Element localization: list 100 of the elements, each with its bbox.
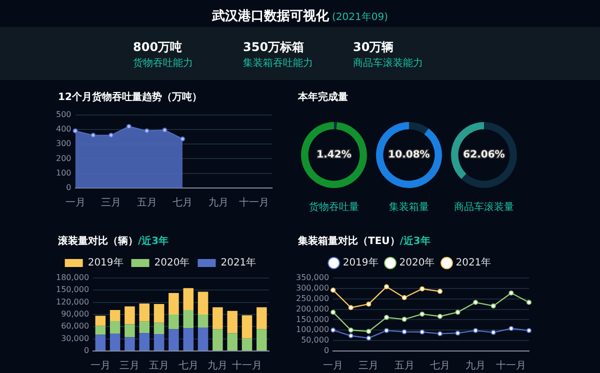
point xyxy=(490,303,496,308)
bar xyxy=(198,314,208,328)
bar xyxy=(168,314,179,330)
point xyxy=(508,290,514,296)
point xyxy=(162,128,168,133)
chart-title: 滚装量对比（辆） xyxy=(58,236,138,247)
bar xyxy=(242,338,252,350)
point xyxy=(384,314,390,320)
point xyxy=(108,132,114,138)
point xyxy=(402,316,407,322)
chart-subtitle: /近3年 xyxy=(138,236,169,247)
point xyxy=(473,328,478,334)
bar xyxy=(110,334,120,350)
y-tick-label: 350,000 xyxy=(296,273,330,282)
bar xyxy=(168,293,179,314)
text: 800万吨 xyxy=(133,39,184,56)
point xyxy=(330,328,336,333)
bar xyxy=(154,322,164,334)
y-tick-label: 300 xyxy=(56,139,72,148)
point xyxy=(144,128,150,134)
bar xyxy=(256,307,267,330)
text: 货物吞吐量 xyxy=(309,202,359,213)
x-tick-label: 五月 xyxy=(149,360,170,372)
bar xyxy=(154,304,164,323)
x-tick-label: 五月 xyxy=(394,360,414,372)
y-tick-label: 90,000 xyxy=(61,310,90,319)
bar xyxy=(139,304,150,322)
text: 武汉港口数据可视化 xyxy=(212,9,329,24)
point xyxy=(402,329,407,334)
y-tick-label: 200 xyxy=(56,154,72,163)
point xyxy=(90,132,96,138)
bar xyxy=(183,310,194,328)
text: 集装箱吞吐能力 xyxy=(243,56,313,70)
x-tick-label: 三月 xyxy=(120,360,140,372)
bar xyxy=(139,321,150,334)
y-tick-label: 150,000 xyxy=(56,285,90,294)
chart-title: 集装箱量对比（TEU） xyxy=(298,236,400,247)
y-tick-label: 0 xyxy=(66,183,72,192)
x-tick-label: 三月 xyxy=(101,198,122,209)
bar xyxy=(256,329,267,350)
bar xyxy=(95,326,106,335)
legend-label: 2019年 xyxy=(88,256,124,269)
y-tick-label: 120,000 xyxy=(56,297,90,306)
bar xyxy=(124,337,135,350)
point xyxy=(420,312,425,317)
x-tick-label: 九月 xyxy=(466,360,486,372)
x-tick-label: 五月 xyxy=(136,198,157,209)
point xyxy=(490,330,496,335)
bar xyxy=(124,324,135,338)
bar xyxy=(95,316,106,326)
x-tick-label: 一月 xyxy=(323,360,344,372)
x-tick-label: 十一月 xyxy=(232,360,262,372)
text: 1.42% xyxy=(316,150,352,161)
text: 货物吞吐能力 xyxy=(133,56,193,70)
x-tick-label: 一月 xyxy=(90,360,110,372)
x-tick-label: 十一月 xyxy=(239,196,270,209)
text: 商品车滚装量 xyxy=(454,202,514,213)
x-tick-label: 七月 xyxy=(430,360,450,372)
y-tick-label: 0 xyxy=(84,346,90,356)
legend-label: 2021年 xyxy=(456,256,492,269)
bar xyxy=(168,329,179,350)
x-tick-label: 三月 xyxy=(358,360,379,372)
bar xyxy=(124,306,135,324)
point xyxy=(455,310,460,315)
point xyxy=(330,310,336,315)
x-tick-label: 九月 xyxy=(208,196,228,209)
point xyxy=(366,302,372,307)
point xyxy=(330,288,336,293)
y-tick-label: 30,000 xyxy=(61,334,90,343)
bar xyxy=(110,310,120,321)
bar xyxy=(154,334,164,350)
point xyxy=(437,288,442,294)
bar xyxy=(183,328,194,350)
x-tick-label: 九月 xyxy=(208,360,228,372)
text: 商品车滚装能力 xyxy=(353,56,423,70)
point xyxy=(473,300,478,305)
point xyxy=(348,333,354,338)
point xyxy=(126,124,132,130)
point xyxy=(348,305,354,310)
point xyxy=(526,328,532,334)
y-tick-label: 60,000 xyxy=(61,322,90,331)
y-tick-label: 100,000 xyxy=(296,325,330,334)
point xyxy=(508,326,514,331)
bar xyxy=(212,307,223,330)
point xyxy=(455,330,460,336)
text: 62.06% xyxy=(463,150,505,161)
bar xyxy=(198,292,208,314)
x-tick-label: 七月 xyxy=(172,196,193,209)
y-tick-label: 0 xyxy=(324,346,330,356)
point xyxy=(526,300,532,305)
text: 30万辆 xyxy=(353,39,395,56)
point xyxy=(72,128,78,134)
point xyxy=(366,328,372,334)
point xyxy=(180,136,186,142)
bar xyxy=(95,334,106,350)
point xyxy=(384,284,390,290)
y-tick-label: 150,000 xyxy=(296,314,330,324)
y-tick-label: 50,000 xyxy=(301,336,330,345)
text: 集装箱量 xyxy=(389,202,429,213)
y-tick-label: 250,000 xyxy=(296,294,330,303)
